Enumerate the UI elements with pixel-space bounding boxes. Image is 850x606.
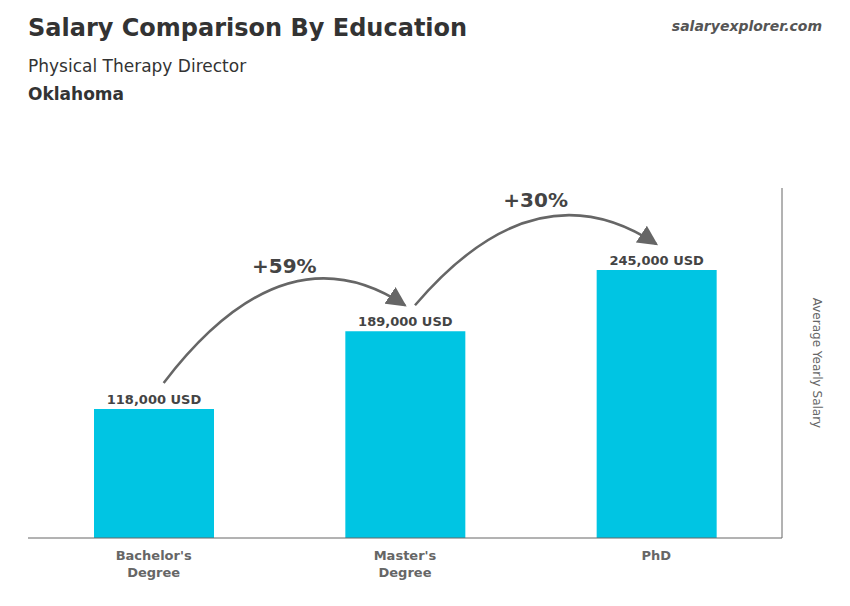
svg-text:Bachelor'sDegree: Bachelor'sDegree [116, 548, 192, 580]
svg-text:189,000 USD: 189,000 USD [358, 314, 453, 329]
svg-text:+59%: +59% [252, 254, 317, 278]
html-text:Oklahoma: Oklahoma [28, 84, 124, 104]
svg-text:245,000 USD: 245,000 USD [609, 253, 704, 268]
svg-text:118,000 USD: 118,000 USD [107, 392, 202, 407]
html-text:Salary Comparison By Education: Salary Comparison By Education [28, 14, 468, 42]
svg-text:Average Yearly Salary: Average Yearly Salary [810, 298, 824, 428]
svg-text:PhD: PhD [642, 548, 672, 563]
html-text:salary explorer.com: salary explorer.com [671, 18, 822, 34]
html-text:Physical Therapy Director: Physical Therapy Director [28, 56, 247, 76]
svg-text:Master'sDegree: Master'sDegree [374, 548, 437, 580]
svg-text:+30%: +30% [503, 188, 568, 212]
